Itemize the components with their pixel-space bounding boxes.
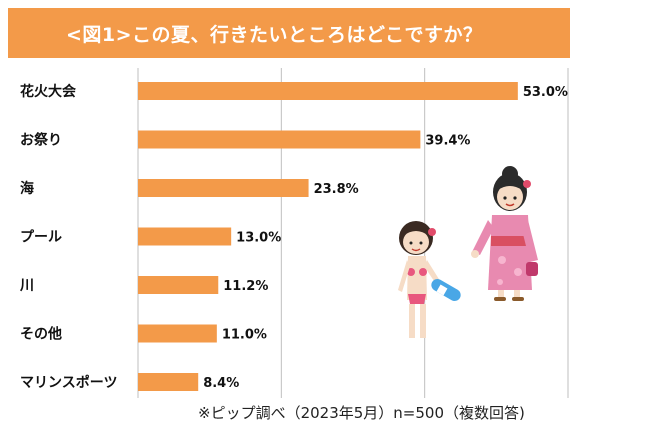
- data-label: 39.4%: [425, 134, 470, 149]
- summer-kids-illustration-icon: [398, 166, 538, 338]
- bars-layer: [138, 82, 518, 391]
- labels-layer: 花火大会 53.0% お祭り 39.4% 海 23.8% プール 13.0% 川 11.2% その他…: [19, 83, 568, 391]
- woman-yukata-icon: [471, 166, 538, 301]
- category-label: プール: [20, 230, 62, 246]
- bar: [138, 324, 217, 343]
- data-label: 11.0%: [222, 328, 267, 343]
- data-label: 8.4%: [203, 376, 239, 391]
- bar: [138, 227, 232, 246]
- bar: [138, 179, 309, 197]
- category-label: お祭り: [20, 132, 62, 149]
- category-label: 花火大会: [20, 83, 77, 100]
- category-label: その他: [20, 326, 62, 343]
- data-label: 23.8%: [314, 182, 359, 197]
- data-label: 11.2%: [223, 279, 268, 294]
- chart-title: <図1>この夏、行きたいところはどこですか？: [66, 23, 483, 46]
- bar: [138, 82, 518, 100]
- data-label: 13.0%: [236, 231, 281, 246]
- source-note: ※ピップ調べ（2023年5月）n=500（複数回答): [198, 404, 525, 422]
- bar: [138, 130, 421, 149]
- category-label: マリンスポーツ: [20, 374, 117, 391]
- category-label: 川: [19, 278, 34, 294]
- girl-bikini-icon: [398, 221, 461, 338]
- title-banner: <図1>この夏、行きたいところはどこですか？: [8, 8, 570, 58]
- category-label: 海: [20, 180, 34, 197]
- data-label: 53.0%: [523, 85, 568, 100]
- bar: [138, 373, 199, 391]
- bar: [138, 276, 219, 294]
